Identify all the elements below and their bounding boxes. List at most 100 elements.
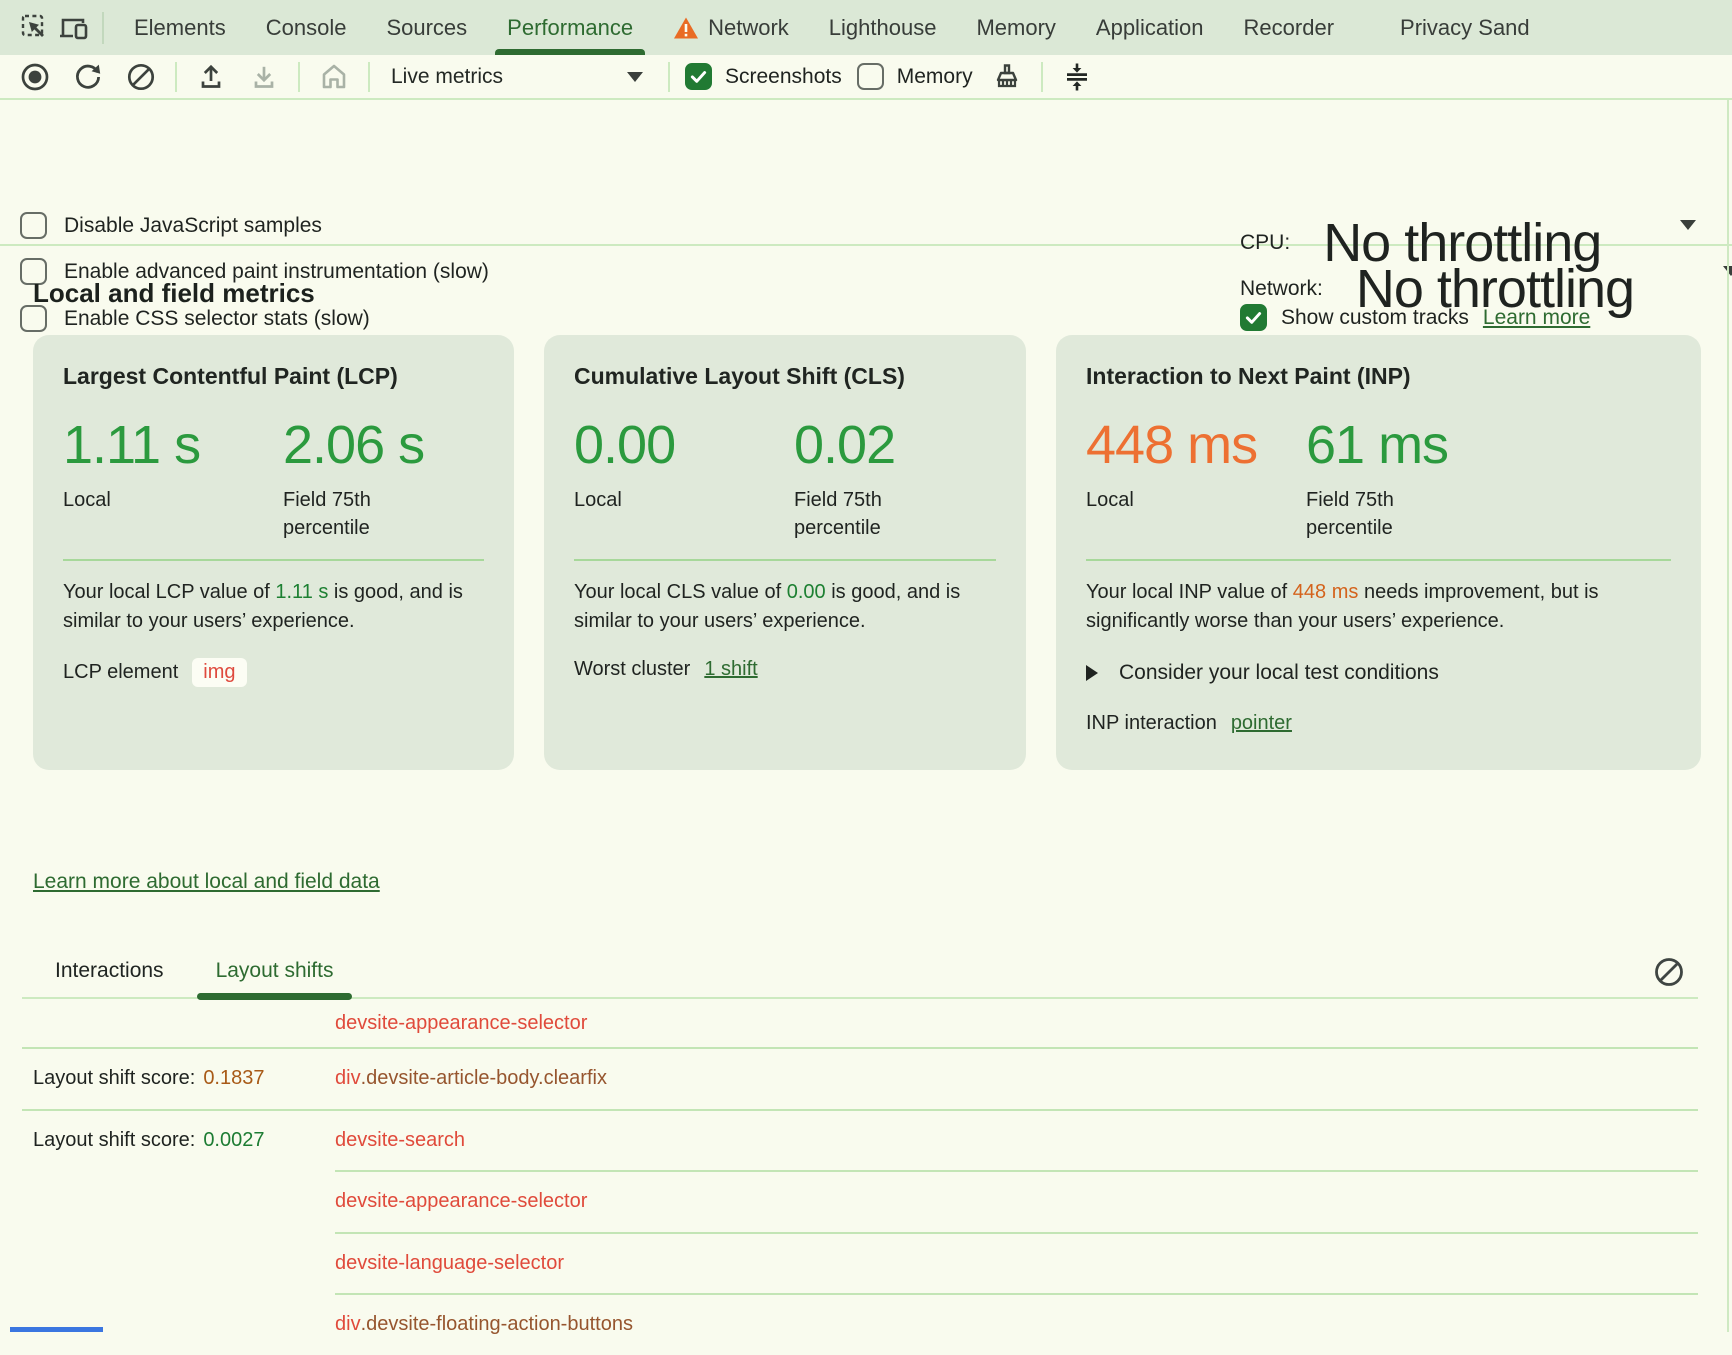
- field-label: Field 75th percentile: [283, 489, 371, 540]
- advanced-paint-checkbox[interactable]: [20, 258, 47, 285]
- layout-shift-row: devsite-appearance-selector: [22, 999, 1698, 1047]
- tab-label: Recorder: [1243, 14, 1335, 40]
- worst-cluster-label: Worst cluster: [574, 657, 691, 680]
- tab-recorder[interactable]: Recorder: [1224, 0, 1354, 55]
- custom-tracks-learn-more-link[interactable]: Learn more: [1482, 305, 1591, 329]
- screenshots-checkbox[interactable]: [685, 63, 712, 90]
- horizontal-scrollbar-thumb[interactable]: [10, 1327, 103, 1332]
- lcp-local-value: 1.11 s: [63, 415, 201, 475]
- live-metrics-view: Local and field metrics Largest Contentf…: [0, 246, 1732, 1335]
- memory-label: Memory: [896, 64, 973, 88]
- network-throttling-select[interactable]: No throttling: [1355, 259, 1635, 319]
- clear-log-button[interactable]: [1652, 955, 1686, 989]
- tab-label: Network: [708, 14, 789, 40]
- tab-label: Privacy Sand: [1400, 14, 1530, 40]
- inp-description: Your local INP value of 448 ms needs imp…: [1086, 578, 1671, 637]
- desc-value: 0.00: [786, 580, 826, 603]
- save-profile-button[interactable]: [245, 58, 283, 96]
- lcp-field-value: 2.06 s: [283, 415, 425, 475]
- desc-text: needs improvement, but is significantly …: [1086, 580, 1599, 633]
- download-icon: [254, 66, 274, 88]
- css-selector-stats-option[interactable]: Enable CSS selector stats (slow): [20, 305, 370, 332]
- network-label: Network:: [1240, 277, 1323, 300]
- chevron-down-icon[interactable]: [1680, 220, 1696, 230]
- node-link[interactable]: devsite-language-selector: [335, 1251, 565, 1274]
- score-label: Layout shift score:: [33, 1067, 196, 1090]
- record-button[interactable]: [16, 58, 54, 96]
- node-link-classes[interactable]: .devsite-floating-action-buttons: [360, 1313, 633, 1336]
- css-selector-stats-checkbox[interactable]: [20, 305, 47, 332]
- history-dropdown[interactable]: Live metrics: [385, 57, 653, 97]
- tab-sources[interactable]: Sources: [366, 0, 487, 55]
- disclosure-label: Consider your local test conditions: [1119, 660, 1439, 684]
- local-label: Local: [1086, 489, 1134, 511]
- tab-memory[interactable]: Memory: [956, 0, 1075, 55]
- tab-network[interactable]: Network: [653, 0, 809, 55]
- devtools-tab-bar: Elements Console Sources Performance Net…: [0, 0, 1732, 55]
- cpu-throttling-row: CPU: No throttling: [1240, 212, 1710, 274]
- memory-checkbox-group[interactable]: Memory: [856, 63, 973, 90]
- node-link[interactable]: div: [335, 1313, 361, 1336]
- load-profile-button[interactable]: [192, 58, 230, 96]
- learn-more-local-field-link[interactable]: Learn more about local and field data: [33, 870, 380, 893]
- lcp-element-label: LCP element: [63, 660, 179, 683]
- tab-label: Application: [1095, 14, 1204, 40]
- metric-cards: Largest Contentful Paint (LCP) 1.11 s Lo…: [33, 335, 1701, 770]
- home-icon: [322, 64, 346, 88]
- screenshots-label: Screenshots: [725, 64, 842, 88]
- cpu-throttling-select[interactable]: No throttling: [1323, 213, 1602, 273]
- layout-shift-row: Layout shift score: 0.1837 div .devsite-a…: [22, 1047, 1698, 1109]
- metric-card-lcp: Largest Contentful Paint (LCP) 1.11 s Lo…: [33, 335, 514, 770]
- inp-interaction-link[interactable]: pointer: [1230, 711, 1292, 734]
- lcp-element-node-chip[interactable]: img: [192, 657, 247, 687]
- back-to-live-metrics-button[interactable]: [315, 58, 353, 96]
- node-link[interactable]: devsite-appearance-selector: [335, 1011, 588, 1034]
- advanced-paint-option[interactable]: Enable advanced paint instrumentation (s…: [20, 258, 489, 285]
- tab-lighthouse[interactable]: Lighthouse: [809, 0, 957, 55]
- tab-layout-shifts[interactable]: Layout shifts: [196, 944, 353, 1000]
- memory-checkbox[interactable]: [856, 63, 884, 90]
- collect-garbage-button[interactable]: [988, 58, 1026, 96]
- device-toolbar-button[interactable]: [54, 9, 92, 47]
- tab-console[interactable]: Console: [246, 0, 367, 55]
- shortcuts-dialog-button[interactable]: [1058, 58, 1096, 96]
- garbage-collect-brush-icon: [996, 63, 1017, 87]
- tab-interactions[interactable]: Interactions: [36, 944, 183, 998]
- custom-tracks-checkbox[interactable]: [1240, 304, 1267, 331]
- worst-cluster-link[interactable]: 1 shift: [704, 657, 758, 680]
- inspect-element-button[interactable]: [16, 9, 54, 47]
- inp-interaction-label: INP interaction: [1086, 711, 1217, 734]
- score-label: Layout shift score:: [33, 1128, 196, 1151]
- node-link[interactable]: devsite-appearance-selector: [335, 1190, 588, 1213]
- desc-text: Your local CLS value of: [574, 580, 787, 603]
- performance-toolbar: Live metrics Screenshots Memory: [0, 55, 1732, 100]
- tab-performance[interactable]: Performance: [487, 0, 653, 55]
- local-test-conditions-disclosure[interactable]: Consider your local test conditions: [1086, 661, 1671, 685]
- tab-label: Elements: [134, 14, 226, 40]
- clear-button[interactable]: [122, 58, 160, 96]
- layout-shift-row: div .devsite-floating-action-buttons: [22, 1293, 1698, 1355]
- node-link[interactable]: devsite-search: [335, 1128, 466, 1151]
- cls-description: Your local CLS value of 0.00 is good, an…: [574, 578, 996, 637]
- divider: [175, 61, 177, 92]
- tab-application[interactable]: Application: [1076, 0, 1224, 55]
- disable-js-samples-option[interactable]: Disable JavaScript samples: [20, 212, 322, 239]
- tab-label: Lighthouse: [828, 14, 937, 40]
- divider: [1040, 61, 1043, 92]
- custom-tracks-label: Show custom tracks: [1281, 305, 1469, 329]
- tab-label: Sources: [386, 14, 468, 40]
- node-link-classes[interactable]: .devsite-article-body.clearfix: [360, 1067, 607, 1090]
- network-throttling-row: Network: No throttling: [1240, 258, 1732, 320]
- tab-elements[interactable]: Elements: [114, 0, 246, 55]
- option-label: Enable advanced paint instrumentation (s…: [64, 259, 489, 283]
- tab-privacy-sandbox[interactable]: Privacy Sand: [1380, 0, 1550, 55]
- disable-js-samples-checkbox[interactable]: [20, 212, 47, 239]
- card-title: Cumulative Layout Shift (CLS): [574, 363, 905, 389]
- block-icon: [1655, 958, 1683, 986]
- history-dropdown-value: Live metrics: [391, 64, 504, 88]
- record-icon: [21, 63, 49, 90]
- panel-right-border: [1727, 100, 1729, 1332]
- record-and-reload-button[interactable]: [69, 58, 107, 96]
- screenshots-checkbox-group[interactable]: Screenshots: [685, 63, 842, 90]
- node-link[interactable]: div: [335, 1067, 361, 1090]
